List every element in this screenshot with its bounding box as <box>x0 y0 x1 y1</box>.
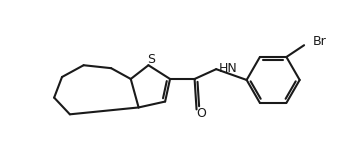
Text: HN: HN <box>219 62 238 75</box>
Text: O: O <box>196 107 206 120</box>
Text: S: S <box>147 53 155 66</box>
Text: Br: Br <box>313 35 327 48</box>
